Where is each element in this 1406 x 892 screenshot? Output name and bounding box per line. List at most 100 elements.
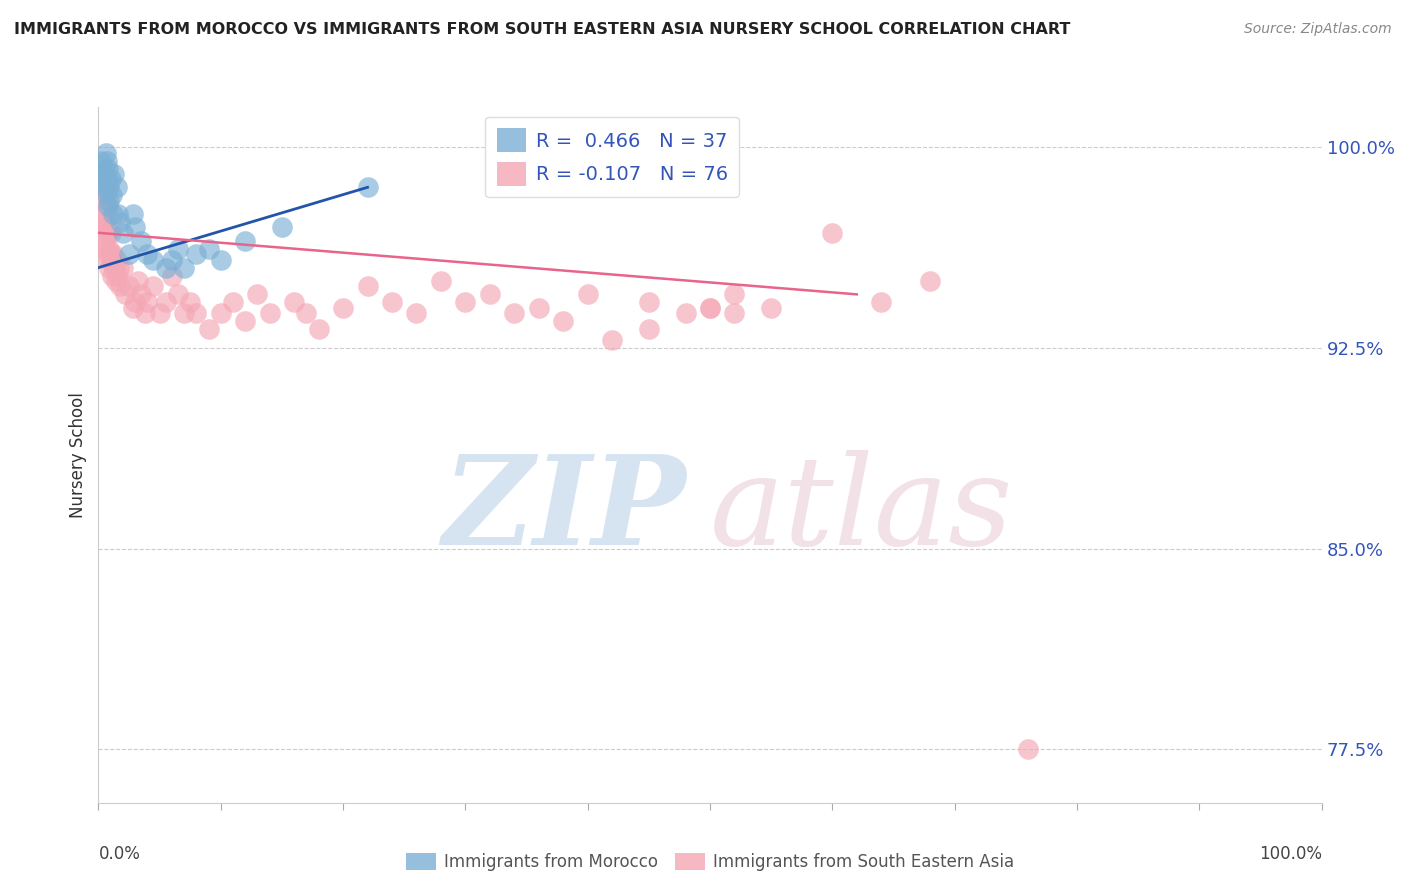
Point [107,207,129,221]
Point [179,295,201,310]
Point [93,234,115,248]
Point [356,279,378,293]
Point [101,207,124,221]
Point [103,167,125,181]
Point [94,145,117,160]
Point [222,295,245,310]
Point [553,314,575,328]
Point [118,247,141,261]
Point [155,295,177,310]
Point [110,279,132,293]
Point [259,306,281,320]
Point [98,242,121,256]
Point [118,279,141,293]
Text: 100.0%: 100.0% [1258,845,1322,863]
Point [1017,742,1039,756]
Point [197,322,219,336]
Point [173,306,195,320]
Text: atlas: atlas [710,450,1014,572]
Point [94,186,117,200]
Point [114,287,136,301]
Point [576,287,599,301]
Point [283,295,305,310]
Point [98,180,121,194]
Point [821,226,844,240]
Point [94,220,117,235]
Point [870,295,893,310]
Point [105,180,128,194]
Point [98,260,121,275]
Point [920,274,942,288]
Text: IMMIGRANTS FROM MOROCCO VS IMMIGRANTS FROM SOUTH EASTERN ASIA NURSERY SCHOOL COR: IMMIGRANTS FROM MOROCCO VS IMMIGRANTS FR… [14,22,1070,37]
Point [103,260,125,275]
Text: 0.0%: 0.0% [98,845,141,863]
Point [270,220,294,235]
Point [167,287,190,301]
Point [129,234,152,248]
Point [699,301,721,315]
Point [197,242,219,256]
Point [91,215,114,229]
Point [101,252,124,267]
Point [91,226,114,240]
Point [381,295,404,310]
Point [97,226,120,240]
Point [308,322,330,336]
Point [94,242,117,256]
Point [160,252,183,267]
Point [246,287,269,301]
Point [136,247,159,261]
Point [100,247,122,261]
Point [173,260,195,275]
Point [93,215,115,229]
Point [104,274,127,288]
Point [98,194,121,208]
Legend: R =  0.466   N = 37, R = -0.107   N = 76: R = 0.466 N = 37, R = -0.107 N = 76 [485,117,740,197]
Point [96,247,118,261]
Point [108,260,131,275]
Point [101,247,124,261]
Point [91,207,114,221]
Point [454,295,477,310]
Point [101,188,124,202]
Point [101,268,124,283]
Point [91,167,114,181]
Point [142,252,165,267]
Point [105,252,128,267]
Point [111,260,134,275]
Point [107,268,129,283]
Point [675,306,697,320]
Point [209,306,232,320]
Point [637,295,661,310]
Point [209,252,232,267]
Point [723,287,745,301]
Point [121,207,143,221]
Point [93,180,115,194]
Point [90,153,112,168]
Point [405,306,427,320]
Point [91,194,114,208]
Point [356,180,378,194]
Point [124,295,146,310]
Point [155,260,177,275]
Point [699,301,721,315]
Point [124,220,146,235]
Point [295,306,318,320]
Point [96,199,118,213]
Point [167,242,190,256]
Point [100,226,122,240]
Point [97,199,120,213]
Point [96,153,118,168]
Point [186,247,208,261]
Point [233,234,256,248]
Point [134,306,156,320]
Point [600,333,623,347]
Point [90,180,112,194]
Point [142,279,165,293]
Point [503,306,526,320]
Point [91,172,114,186]
Point [527,301,550,315]
Text: ZIP: ZIP [441,450,686,572]
Text: Source: ZipAtlas.com: Source: ZipAtlas.com [1244,22,1392,37]
Point [332,301,354,315]
